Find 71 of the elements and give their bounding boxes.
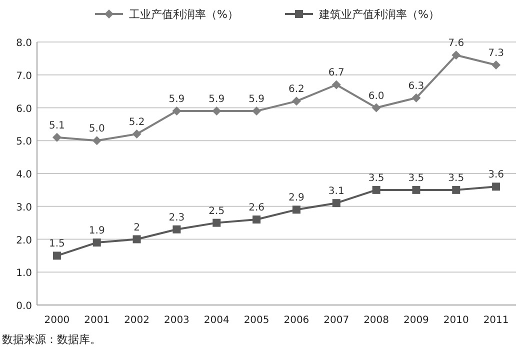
point xyxy=(452,50,461,60)
data-label: 1.5 xyxy=(49,238,65,250)
x-tick-label: 2004 xyxy=(204,315,230,326)
point xyxy=(372,103,381,112)
data-label: 6.3 xyxy=(408,80,424,92)
data-label: 5.9 xyxy=(168,94,185,106)
point xyxy=(252,216,261,224)
x-tick-label: 2002 xyxy=(124,315,150,326)
data-label: 2.6 xyxy=(248,202,264,214)
point xyxy=(412,186,420,194)
data-label: 6.2 xyxy=(288,84,304,96)
point xyxy=(332,80,341,90)
data-label: 2.9 xyxy=(288,192,304,204)
x-tick-label: 2005 xyxy=(244,315,270,326)
data-label: 5.9 xyxy=(208,94,225,106)
point xyxy=(372,186,380,194)
x-tick-label: 2011 xyxy=(483,315,509,326)
x-tick-label: 2001 xyxy=(84,315,110,326)
data-label: 5.1 xyxy=(49,120,65,132)
point xyxy=(412,93,421,102)
data-label: 7.3 xyxy=(488,48,504,60)
data-label: 6.0 xyxy=(368,90,384,102)
data-label: 2 xyxy=(134,222,140,234)
point xyxy=(212,218,221,227)
point xyxy=(452,186,460,194)
point xyxy=(172,106,182,116)
data-label: 2.5 xyxy=(208,206,225,217)
y-tick-label: 6.0 xyxy=(16,104,32,115)
x-tick-label: 2000 xyxy=(44,315,70,326)
point xyxy=(292,206,300,214)
point xyxy=(52,132,62,142)
legend-label: 建筑业产值利润率（%） xyxy=(318,8,440,21)
y-tick-label: 2.0 xyxy=(16,235,32,246)
data-label: 3.6 xyxy=(488,170,504,181)
data-label: 5.2 xyxy=(128,117,145,128)
y-tick-label: 8.0 xyxy=(16,38,32,49)
source-note: 数据来源：数据库。 xyxy=(2,333,101,346)
data-label: 3.1 xyxy=(328,186,344,198)
point xyxy=(252,106,262,116)
point xyxy=(132,235,141,244)
data-label: 3.5 xyxy=(368,172,384,184)
y-tick-label: 3.0 xyxy=(16,202,32,214)
data-label: 7.6 xyxy=(448,38,464,50)
y-tick-label: 7.0 xyxy=(16,70,32,82)
x-tick-label: 2003 xyxy=(164,315,190,326)
y-tick-label: 0.0 xyxy=(16,301,32,312)
data-label: 2.3 xyxy=(168,212,185,224)
data-label: 3.5 xyxy=(448,172,464,184)
point xyxy=(492,182,500,191)
x-tick-label: 2009 xyxy=(403,315,429,326)
data-label: 6.7 xyxy=(328,68,344,79)
y-tick-label: 4.0 xyxy=(16,170,32,180)
data-label: 1.9 xyxy=(88,226,105,237)
point xyxy=(292,96,301,106)
x-tick-label: 2006 xyxy=(284,315,310,326)
point xyxy=(132,130,142,139)
data-label: 3.5 xyxy=(408,172,424,184)
point xyxy=(492,60,501,70)
point xyxy=(92,136,102,146)
x-tick-label: 2007 xyxy=(324,315,350,326)
point xyxy=(332,199,340,208)
data-label: 5.9 xyxy=(248,94,264,106)
point xyxy=(92,238,101,247)
y-tick-label: 5.0 xyxy=(16,136,32,148)
data-label: 5.0 xyxy=(88,124,105,135)
x-tick-label: 2010 xyxy=(443,315,469,326)
y-tick-label: 1.0 xyxy=(16,268,32,280)
point xyxy=(172,225,181,234)
x-tick-label: 2008 xyxy=(364,315,390,326)
point xyxy=(52,252,61,260)
legend-label: 工业产值利润率（%） xyxy=(129,8,238,21)
